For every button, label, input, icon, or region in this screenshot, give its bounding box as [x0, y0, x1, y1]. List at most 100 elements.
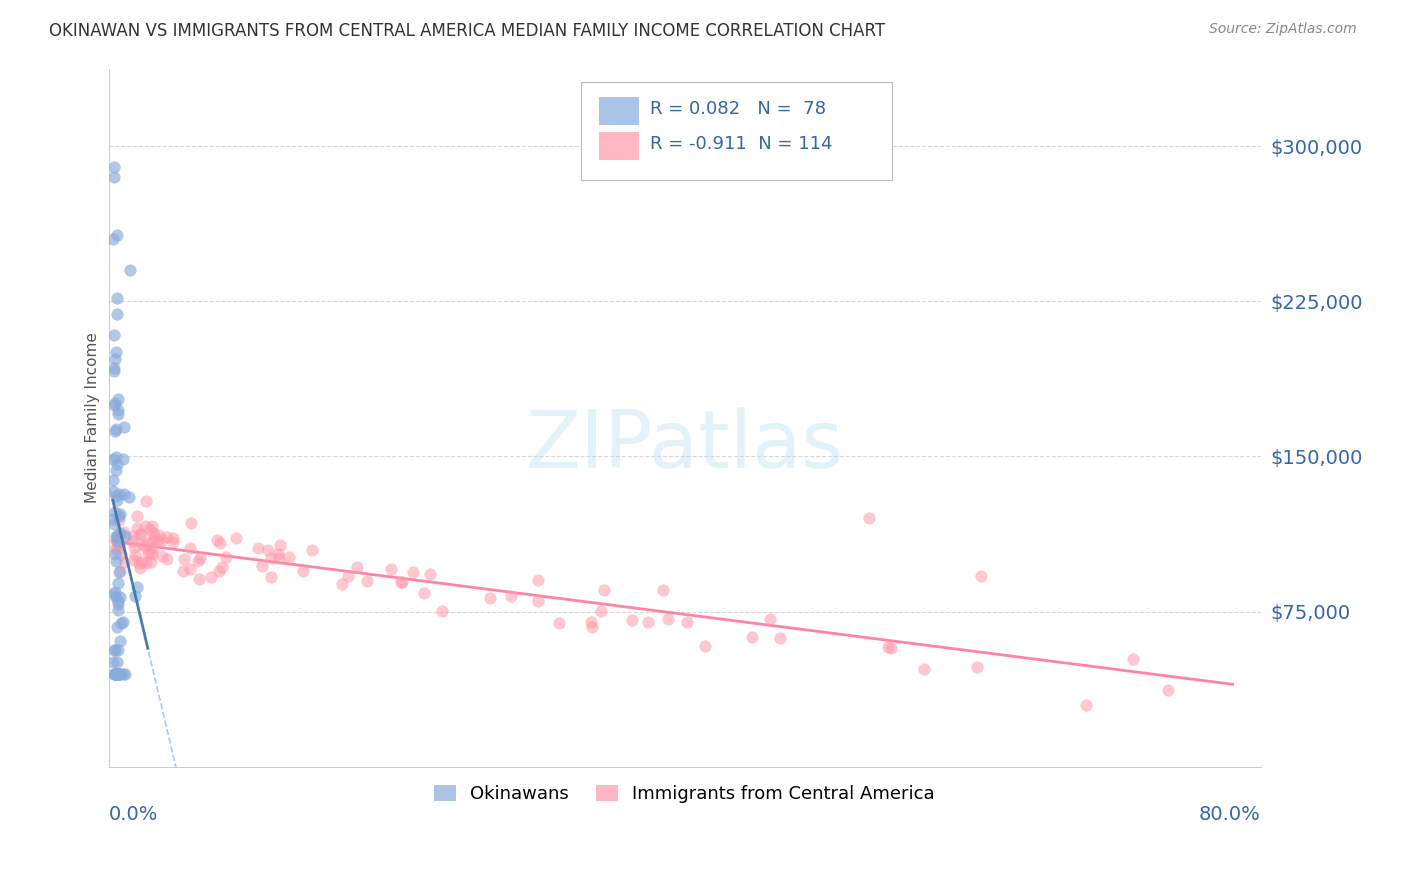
Point: [108, 634, 131, 648]
Point: [124, 540, 146, 554]
Point: [101, 452, 124, 467]
Point: [215, 550, 238, 565]
Point: [260, 570, 283, 584]
Point: [107, 597, 129, 611]
Point: [142, 525, 165, 540]
Point: [581, 620, 603, 634]
Point: [114, 666, 136, 681]
Point: [122, 553, 145, 567]
Text: 0.0%: 0.0%: [108, 805, 157, 824]
Point: [179, 562, 201, 576]
Point: [107, 392, 129, 407]
Point: [142, 533, 165, 547]
Point: [134, 519, 156, 533]
Point: [135, 494, 157, 508]
Point: [103, 363, 125, 377]
Text: Source: ZipAtlas.com: Source: ZipAtlas.com: [1209, 22, 1357, 37]
Point: [105, 227, 128, 242]
Point: [657, 612, 679, 626]
Point: [1122, 652, 1144, 666]
Point: [107, 576, 129, 591]
Point: [172, 564, 194, 578]
Point: [118, 263, 141, 277]
Point: [105, 291, 128, 305]
Point: [138, 546, 160, 560]
Point: [330, 576, 353, 591]
Point: [143, 530, 166, 544]
Point: [107, 666, 129, 681]
Point: [179, 541, 201, 555]
Point: [579, 615, 602, 629]
Point: [105, 344, 128, 359]
Point: [131, 537, 153, 551]
Point: [104, 505, 127, 519]
Point: [205, 533, 228, 548]
Point: [104, 395, 127, 409]
Point: [479, 591, 502, 606]
Point: [104, 554, 127, 568]
Point: [108, 666, 131, 681]
Point: [105, 666, 128, 681]
Point: [188, 572, 211, 586]
Point: [129, 527, 152, 541]
Point: [104, 422, 127, 436]
Point: [651, 583, 673, 598]
Point: [208, 536, 231, 550]
Point: [380, 562, 402, 576]
Point: [188, 551, 211, 566]
Text: R = 0.082   N =  78: R = 0.082 N = 78: [650, 100, 827, 118]
Point: [211, 560, 233, 574]
Point: [141, 519, 163, 533]
Point: [156, 552, 179, 566]
Point: [131, 556, 153, 570]
Y-axis label: Median Family Income: Median Family Income: [86, 332, 100, 503]
Point: [966, 660, 988, 674]
Point: [1076, 698, 1098, 712]
Point: [124, 548, 146, 562]
Point: [103, 587, 125, 601]
Point: [108, 513, 131, 527]
Point: [356, 574, 378, 589]
Point: [114, 487, 136, 501]
Point: [108, 538, 131, 552]
Point: [432, 604, 454, 618]
Point: [103, 517, 125, 532]
Point: [246, 541, 269, 555]
Point: [105, 307, 128, 321]
Point: [135, 556, 157, 570]
Point: [180, 516, 202, 530]
Point: [970, 569, 993, 583]
Point: [741, 631, 763, 645]
Point: [125, 580, 148, 594]
Point: [391, 574, 413, 589]
Point: [412, 586, 434, 600]
Text: OKINAWAN VS IMMIGRANTS FROM CENTRAL AMERICA MEDIAN FAMILY INCOME CORRELATION CHA: OKINAWAN VS IMMIGRANTS FROM CENTRAL AMER…: [49, 22, 886, 40]
Point: [108, 666, 131, 681]
Point: [759, 612, 782, 626]
Point: [103, 655, 125, 669]
Point: [128, 557, 150, 571]
Point: [162, 534, 184, 549]
Point: [104, 450, 127, 465]
Point: [1157, 682, 1180, 697]
Point: [637, 615, 659, 629]
Point: [103, 232, 125, 246]
Point: [110, 548, 132, 562]
Point: [110, 616, 132, 631]
Point: [103, 160, 125, 174]
Point: [138, 535, 160, 549]
Point: [104, 534, 127, 549]
Point: [105, 458, 128, 472]
Point: [108, 590, 131, 604]
Point: [103, 643, 125, 657]
Point: [125, 521, 148, 535]
Point: [418, 567, 440, 582]
Point: [112, 420, 135, 434]
Point: [269, 550, 291, 565]
Point: [402, 565, 425, 579]
Point: [122, 529, 145, 543]
Point: [527, 594, 550, 608]
Point: [156, 530, 179, 544]
Point: [501, 589, 523, 603]
Point: [173, 552, 195, 566]
